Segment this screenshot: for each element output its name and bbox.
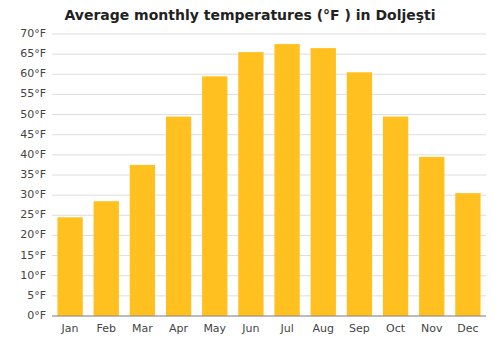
x-tick-label: Jul (279, 322, 293, 335)
grid-line (52, 54, 486, 55)
chart-svg: Average monthly temperatures (°F ) in Do… (0, 0, 500, 350)
grid-line (52, 134, 486, 135)
x-tick-label: Jan (61, 322, 79, 335)
x-tick-label: Mar (132, 322, 153, 335)
grid (52, 34, 486, 316)
y-tick-label: 0°F (27, 309, 46, 322)
y-tick-label: 50°F (20, 108, 46, 121)
y-tick-label: 5°F (27, 289, 46, 302)
grid-line (52, 154, 486, 155)
x-tick-label: May (203, 322, 226, 335)
x-tick-label: Nov (421, 322, 443, 335)
x-tick-labels: Jan Feb Mar Apr May Jun Jul Aug Sep Oct Nov Dec (61, 322, 479, 335)
x-tick-label: Dec (457, 322, 478, 335)
bar (238, 52, 263, 316)
bar (383, 117, 408, 316)
bar (130, 165, 155, 316)
y-tick-label: 70°F (20, 27, 46, 40)
grid-line (52, 94, 486, 95)
bar (274, 44, 299, 316)
bar (202, 76, 227, 316)
bar (347, 72, 372, 316)
bar (94, 201, 119, 316)
y-tick-label: 40°F (20, 148, 46, 161)
y-tick-labels: 0°F 5°F 10°F 15°F 20°F 25°F 30°F 35°F 40°F 45°F 50… (20, 27, 46, 322)
x-tick-label: Feb (97, 322, 116, 335)
x-tick-label: Aug (313, 322, 334, 335)
y-tick-label: 15°F (20, 249, 46, 262)
bar (166, 117, 191, 316)
y-tick-label: 30°F (20, 188, 46, 201)
y-tick-label: 60°F (20, 67, 46, 80)
bars (57, 44, 480, 316)
y-tick-label: 45°F (20, 128, 46, 141)
x-tick-label: Jun (241, 322, 259, 335)
x-tick-label: Apr (169, 322, 189, 335)
bar (419, 157, 444, 316)
chart-container: Average monthly temperatures (°F ) in Do… (0, 0, 500, 350)
grid-line (52, 316, 486, 317)
y-tick-label: 25°F (20, 208, 46, 221)
y-tick-label: 20°F (20, 228, 46, 241)
y-tick-label: 35°F (20, 168, 46, 181)
x-tick-label: Oct (386, 322, 406, 335)
grid-line (52, 114, 486, 115)
bar (311, 48, 336, 316)
y-tick-label: 55°F (20, 87, 46, 100)
grid-line (52, 74, 486, 75)
bar (455, 193, 480, 316)
x-axis-line (52, 316, 486, 317)
bar (57, 217, 82, 316)
x-tick-label: Sep (349, 322, 370, 335)
y-tick-label: 10°F (20, 269, 46, 282)
y-tick-label: 65°F (20, 47, 46, 60)
grid-line (52, 34, 486, 35)
title: Average monthly temperatures (°F ) in Do… (64, 7, 435, 23)
